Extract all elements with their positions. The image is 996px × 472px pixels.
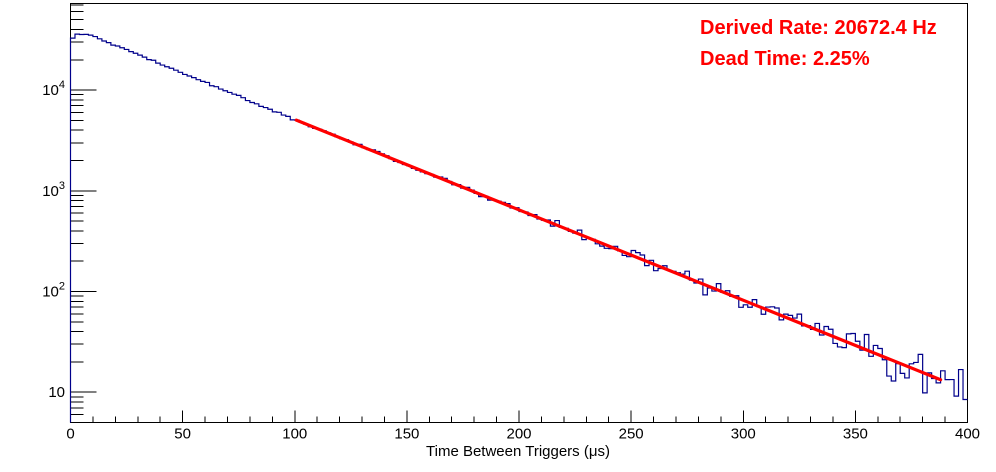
x-tick-label: 0 bbox=[66, 426, 74, 443]
x-tick-label: 250 bbox=[619, 426, 644, 443]
x-tick-label: 350 bbox=[843, 426, 868, 443]
y-tick-label: 104 bbox=[42, 79, 65, 99]
fit-line bbox=[294, 118, 943, 382]
fit-result-annotations: Derived Rate: 20672.4 Hz Dead Time: 2.25… bbox=[700, 13, 937, 75]
histogram-path bbox=[69, 33, 968, 423]
y-tick-label: 102 bbox=[42, 281, 65, 301]
x-tick-label: 50 bbox=[174, 426, 191, 443]
dead-time-label: Dead Time: 2.25% bbox=[700, 48, 870, 70]
x-tick-label: 400 bbox=[955, 426, 980, 443]
derived-rate-label: Derived Rate: 20672.4 Hz bbox=[700, 17, 937, 39]
x-tick-label: 150 bbox=[394, 426, 419, 443]
x-axis-title: Time Between Triggers (μs) bbox=[426, 443, 610, 460]
x-tick-label: 200 bbox=[506, 426, 531, 443]
y-tick-label: 103 bbox=[42, 180, 65, 200]
x-tick-label: 300 bbox=[731, 426, 756, 443]
y-tick-label: 10 bbox=[48, 384, 65, 401]
x-tick-label: 100 bbox=[282, 426, 307, 443]
